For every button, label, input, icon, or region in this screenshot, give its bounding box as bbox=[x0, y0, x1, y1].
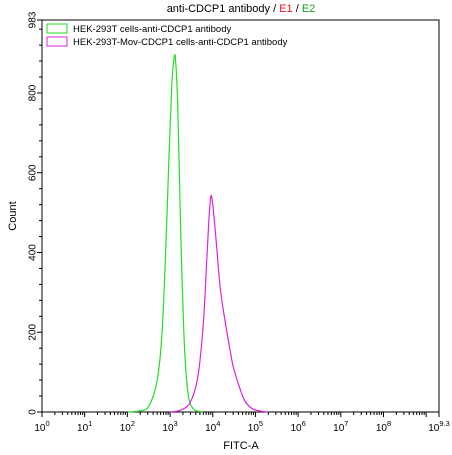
x-tick-label-exponent: 6 bbox=[302, 419, 306, 428]
y-tick-label: 0 bbox=[28, 409, 39, 415]
title-part-1: / bbox=[270, 3, 279, 15]
series-line-0 bbox=[127, 54, 204, 413]
x-tick-label: 105 bbox=[248, 419, 263, 434]
x-tick-label-exponent: 7 bbox=[344, 419, 348, 428]
x-tick-label-base: 10 bbox=[77, 423, 89, 434]
x-axis-label: FITC-A bbox=[223, 440, 259, 452]
x-tick-label-exponent: 3 bbox=[174, 419, 178, 428]
y-tick-label: 200 bbox=[28, 323, 39, 340]
legend: HEK-293T cells-anti-CDCP1 antibody HEK-29… bbox=[46, 23, 288, 48]
title-part-4: E2 bbox=[302, 3, 315, 15]
x-tick-label-exponent: 8 bbox=[387, 419, 391, 428]
x-tick-label-exponent: 5 bbox=[259, 419, 263, 428]
y-axis: 0 200 400 600 800 983 bbox=[28, 11, 42, 415]
x-tick-label-base: 10 bbox=[120, 423, 132, 434]
title-part-0: anti-CDCP1 antibody bbox=[167, 3, 271, 15]
x-tick-label-exponent: 2 bbox=[131, 419, 135, 428]
x-tick-label: 103 bbox=[162, 419, 177, 434]
y-axis-label: Count bbox=[7, 201, 19, 230]
x-tick-label-exponent: 4 bbox=[216, 419, 220, 428]
x-tick-label: 104 bbox=[205, 419, 220, 434]
series-line-1 bbox=[169, 194, 269, 413]
x-tick-label-exponent: 9.3 bbox=[439, 419, 449, 428]
x-tick-label: 106 bbox=[290, 419, 305, 434]
x-tick-label-exponent: 1 bbox=[88, 419, 92, 428]
x-tick-label: 109.3 bbox=[428, 419, 450, 434]
x-tick-label-base: 10 bbox=[428, 423, 440, 434]
x-tick-label: 107 bbox=[333, 419, 348, 434]
title-part-2: E1 bbox=[279, 3, 292, 15]
y-tick-label: 983 bbox=[28, 11, 39, 28]
x-tick-label-base: 10 bbox=[248, 423, 260, 434]
title-part-3: / bbox=[293, 3, 302, 15]
x-tick-label: 101 bbox=[77, 419, 92, 434]
x-tick-label-base: 10 bbox=[333, 423, 345, 434]
x-tick-label-base: 10 bbox=[205, 423, 217, 434]
y-tick-label: 400 bbox=[28, 244, 39, 261]
plot-series-group bbox=[127, 54, 269, 413]
x-tick-label-base: 10 bbox=[162, 423, 174, 434]
legend-label: HEK-293T cells-anti-CDCP1 antibody bbox=[73, 24, 231, 35]
y-tick-label: 800 bbox=[28, 84, 39, 101]
legend-swatch bbox=[46, 23, 68, 34]
y-tick-label: 600 bbox=[28, 164, 39, 181]
chart-title: anti-CDCP1 antibody / E1 / E2 bbox=[167, 3, 316, 15]
x-axis: 100 101 102 103 104 105 106 107 108 109.3 bbox=[34, 412, 450, 434]
legend-swatch bbox=[46, 36, 68, 47]
x-tick-label-exponent: 0 bbox=[45, 419, 49, 428]
x-tick-label-base: 10 bbox=[376, 423, 388, 434]
x-tick-label: 108 bbox=[376, 419, 391, 434]
x-tick-label: 102 bbox=[120, 419, 135, 434]
x-tick-label-base: 10 bbox=[290, 423, 302, 434]
plot-frame bbox=[41, 19, 440, 413]
x-tick-label-base: 10 bbox=[34, 423, 46, 434]
legend-label: HEK-293T-Mov-CDCP1 cells-anti-CDCP1 anti… bbox=[73, 37, 288, 48]
x-tick-label: 100 bbox=[34, 419, 49, 434]
